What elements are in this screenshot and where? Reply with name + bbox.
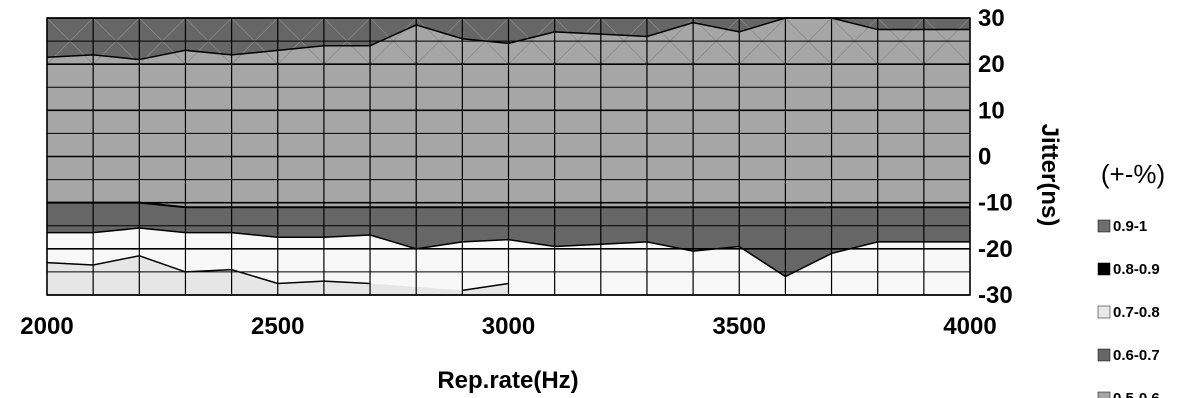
contour-line-lower-3	[46, 254, 371, 285]
legend-label: 0.6-0.7	[1113, 347, 1160, 364]
plot-frame	[46, 17, 971, 296]
y-axis-title: Jitter(ns)	[1036, 124, 1063, 227]
y-tick-label: -30	[978, 282, 1013, 309]
x-tick-label: 4000	[943, 313, 996, 340]
x-tick-label: 3500	[713, 313, 766, 340]
legend-label: 0.9-1	[1113, 218, 1147, 235]
legend: 0.9-1 0.8-0.9 0.7-0.8 0.6-0.7 0.5-0.6	[1097, 218, 1160, 398]
x-tick-label: 2500	[251, 313, 304, 340]
y-tick-label: 30	[978, 5, 1005, 32]
legend-title: (+-%)	[1101, 159, 1165, 189]
y-tick-label: 10	[978, 97, 1005, 124]
contour-lines	[46, 17, 970, 292]
band-lighter	[47, 255, 509, 295]
legend-swatch	[1097, 348, 1111, 362]
legend-label: 0.8-0.9	[1113, 261, 1160, 278]
legend-label: 0.5-0.6	[1113, 390, 1160, 398]
y-tick-label: -10	[978, 190, 1013, 217]
x-axis-ticks: 2000 2500 3000 3500 4000	[20, 313, 996, 340]
x-tick-label: 3000	[482, 313, 535, 340]
y-axis-ticks: 30 20 10 0 -10 -20 -30	[978, 5, 1013, 309]
legend-swatch	[1097, 262, 1111, 276]
legend-label: 0.7-0.8	[1113, 304, 1160, 321]
contour-line-lower-3	[462, 282, 509, 292]
y-tick-label: 0	[978, 144, 991, 171]
x-tick-label: 2000	[20, 313, 73, 340]
y-tick-label: -20	[978, 236, 1013, 263]
contour-line-lower-2	[47, 227, 970, 278]
legend-swatch	[1097, 219, 1111, 233]
y-tick-label: 20	[978, 51, 1005, 78]
x-axis-title: Rep.rate(Hz)	[437, 367, 578, 394]
legend-swatch	[1097, 391, 1111, 398]
legend-swatch	[1097, 305, 1111, 319]
contour-line-lower	[47, 201, 970, 209]
